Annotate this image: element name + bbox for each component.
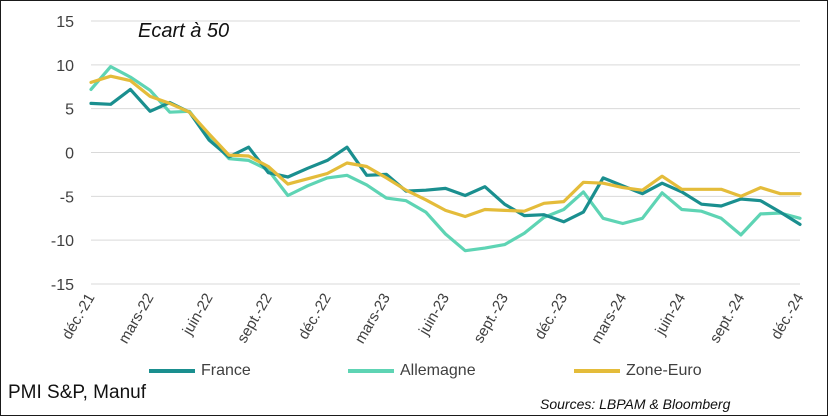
- y-tick-label: 0: [65, 146, 74, 163]
- footer-sources: Sources: LBPAM & Bloomberg: [540, 396, 731, 412]
- x-tick-label: déc.-23: [531, 291, 571, 343]
- x-tick-label: déc.-21: [59, 291, 99, 343]
- y-tick-label: 15: [56, 14, 74, 31]
- x-tick-label: mars-23: [352, 291, 394, 347]
- series-line-zone-euro: [89, 74, 802, 219]
- legend-swatch-france: [149, 369, 195, 373]
- chart-legend: France Allemagne Zone-Euro: [0, 359, 828, 383]
- x-tick-label: déc.-22: [295, 291, 335, 343]
- legend-item-allemagne: Allemagne: [348, 359, 476, 383]
- x-tick-label: juin-24: [652, 291, 690, 339]
- x-tick-label: mars-24: [588, 291, 630, 347]
- legend-swatch-allemagne: [348, 369, 394, 373]
- y-tick-label: 10: [56, 58, 74, 75]
- x-tick-label: déc.-24: [768, 291, 808, 343]
- y-tick-label: -10: [51, 233, 74, 250]
- y-tick-label: -15: [51, 277, 74, 294]
- legend-swatch-zone-euro: [574, 369, 620, 373]
- x-tick-label: sept.-23: [470, 291, 512, 346]
- legend-label-zone-euro: Zone-Euro: [626, 362, 702, 379]
- series-line-france: [89, 87, 802, 226]
- legend-label-france: France: [201, 362, 251, 379]
- x-tick-label: juin-23: [415, 291, 453, 339]
- legend-item-zone-euro: Zone-Euro: [574, 359, 702, 383]
- footer-title: PMI S&P, Manuf: [8, 382, 146, 403]
- chart-annotation: Ecart à 50: [138, 20, 230, 42]
- legend-item-france: France: [149, 359, 251, 383]
- y-tick-label: -5: [60, 189, 74, 206]
- x-tick-label: juin-22: [179, 291, 217, 339]
- y-tick-label: 5: [65, 102, 74, 119]
- x-tick-label: sept.-24: [707, 291, 749, 346]
- legend-label-allemagne: Allemagne: [400, 362, 476, 379]
- series-line-allemagne: [89, 64, 802, 253]
- x-tick-label: sept.-22: [234, 291, 276, 346]
- x-tick-label: mars-22: [115, 291, 157, 347]
